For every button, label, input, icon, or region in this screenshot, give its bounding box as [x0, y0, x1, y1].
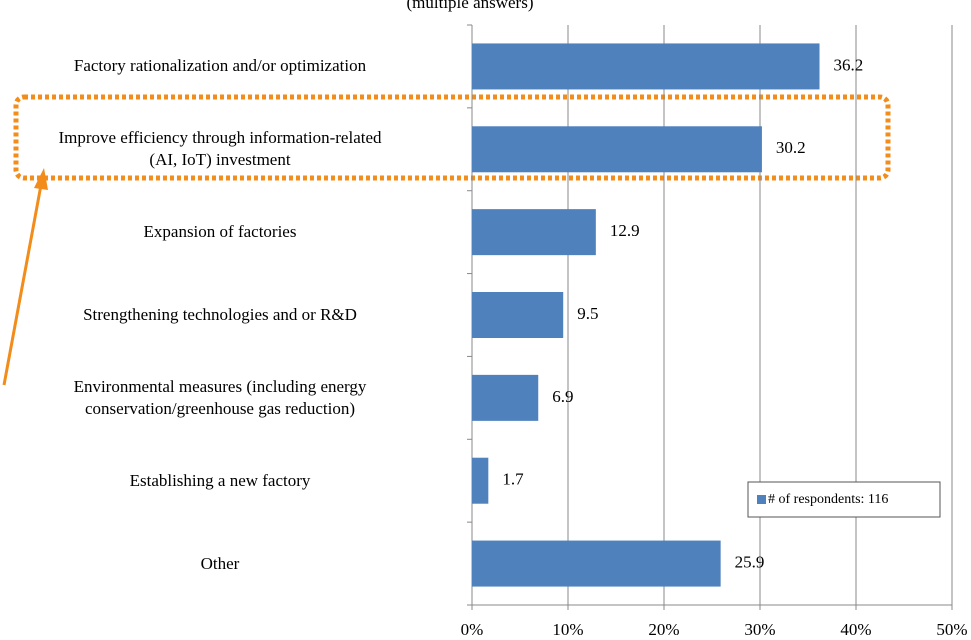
- legend-swatch: [757, 495, 766, 504]
- x-tick-label: 40%: [840, 620, 871, 639]
- x-tick-label: 50%: [936, 620, 967, 639]
- bar: [472, 540, 721, 587]
- y-tick-label: Strengthening technologies and or R&D: [83, 305, 357, 324]
- x-tick-label: 10%: [552, 620, 583, 639]
- value-label: 12.9: [610, 221, 640, 240]
- bar: [472, 43, 820, 90]
- y-tick-label: Environmental measures (including energy…: [73, 376, 367, 418]
- x-tick-label: 20%: [648, 620, 679, 639]
- y-tick-label: Improve efficiency through information-r…: [58, 128, 382, 170]
- value-label: 6.9: [552, 387, 573, 406]
- value-label: 25.9: [735, 552, 765, 571]
- bar: [472, 374, 539, 421]
- highlight-box: [13, 94, 891, 181]
- bar: [472, 209, 596, 256]
- value-label: 9.5: [577, 304, 598, 323]
- arrow-head: [34, 168, 48, 190]
- bar: [472, 457, 489, 504]
- y-tick-label: Factory rationalization and/or optimizat…: [73, 56, 367, 76]
- y-tick-label: Establishing a new factory: [129, 470, 311, 490]
- x-tick-label: 30%: [744, 620, 775, 639]
- x-tick-label: 0%: [461, 620, 484, 639]
- legend-box: [747, 481, 941, 518]
- value-label: 30.2: [776, 138, 806, 157]
- chart-subtitle: (multiple answers): [407, 0, 534, 12]
- legend-label: # of respondents: 116: [768, 492, 888, 507]
- bar: [472, 126, 762, 173]
- value-label: 36.2: [834, 55, 864, 74]
- arrow: [2, 184, 43, 386]
- y-tick-label: Expansion of factories: [143, 222, 297, 242]
- value-label: 1.7: [502, 470, 524, 489]
- bar: [472, 292, 564, 338]
- y-tick-label: Other: [200, 553, 240, 573]
